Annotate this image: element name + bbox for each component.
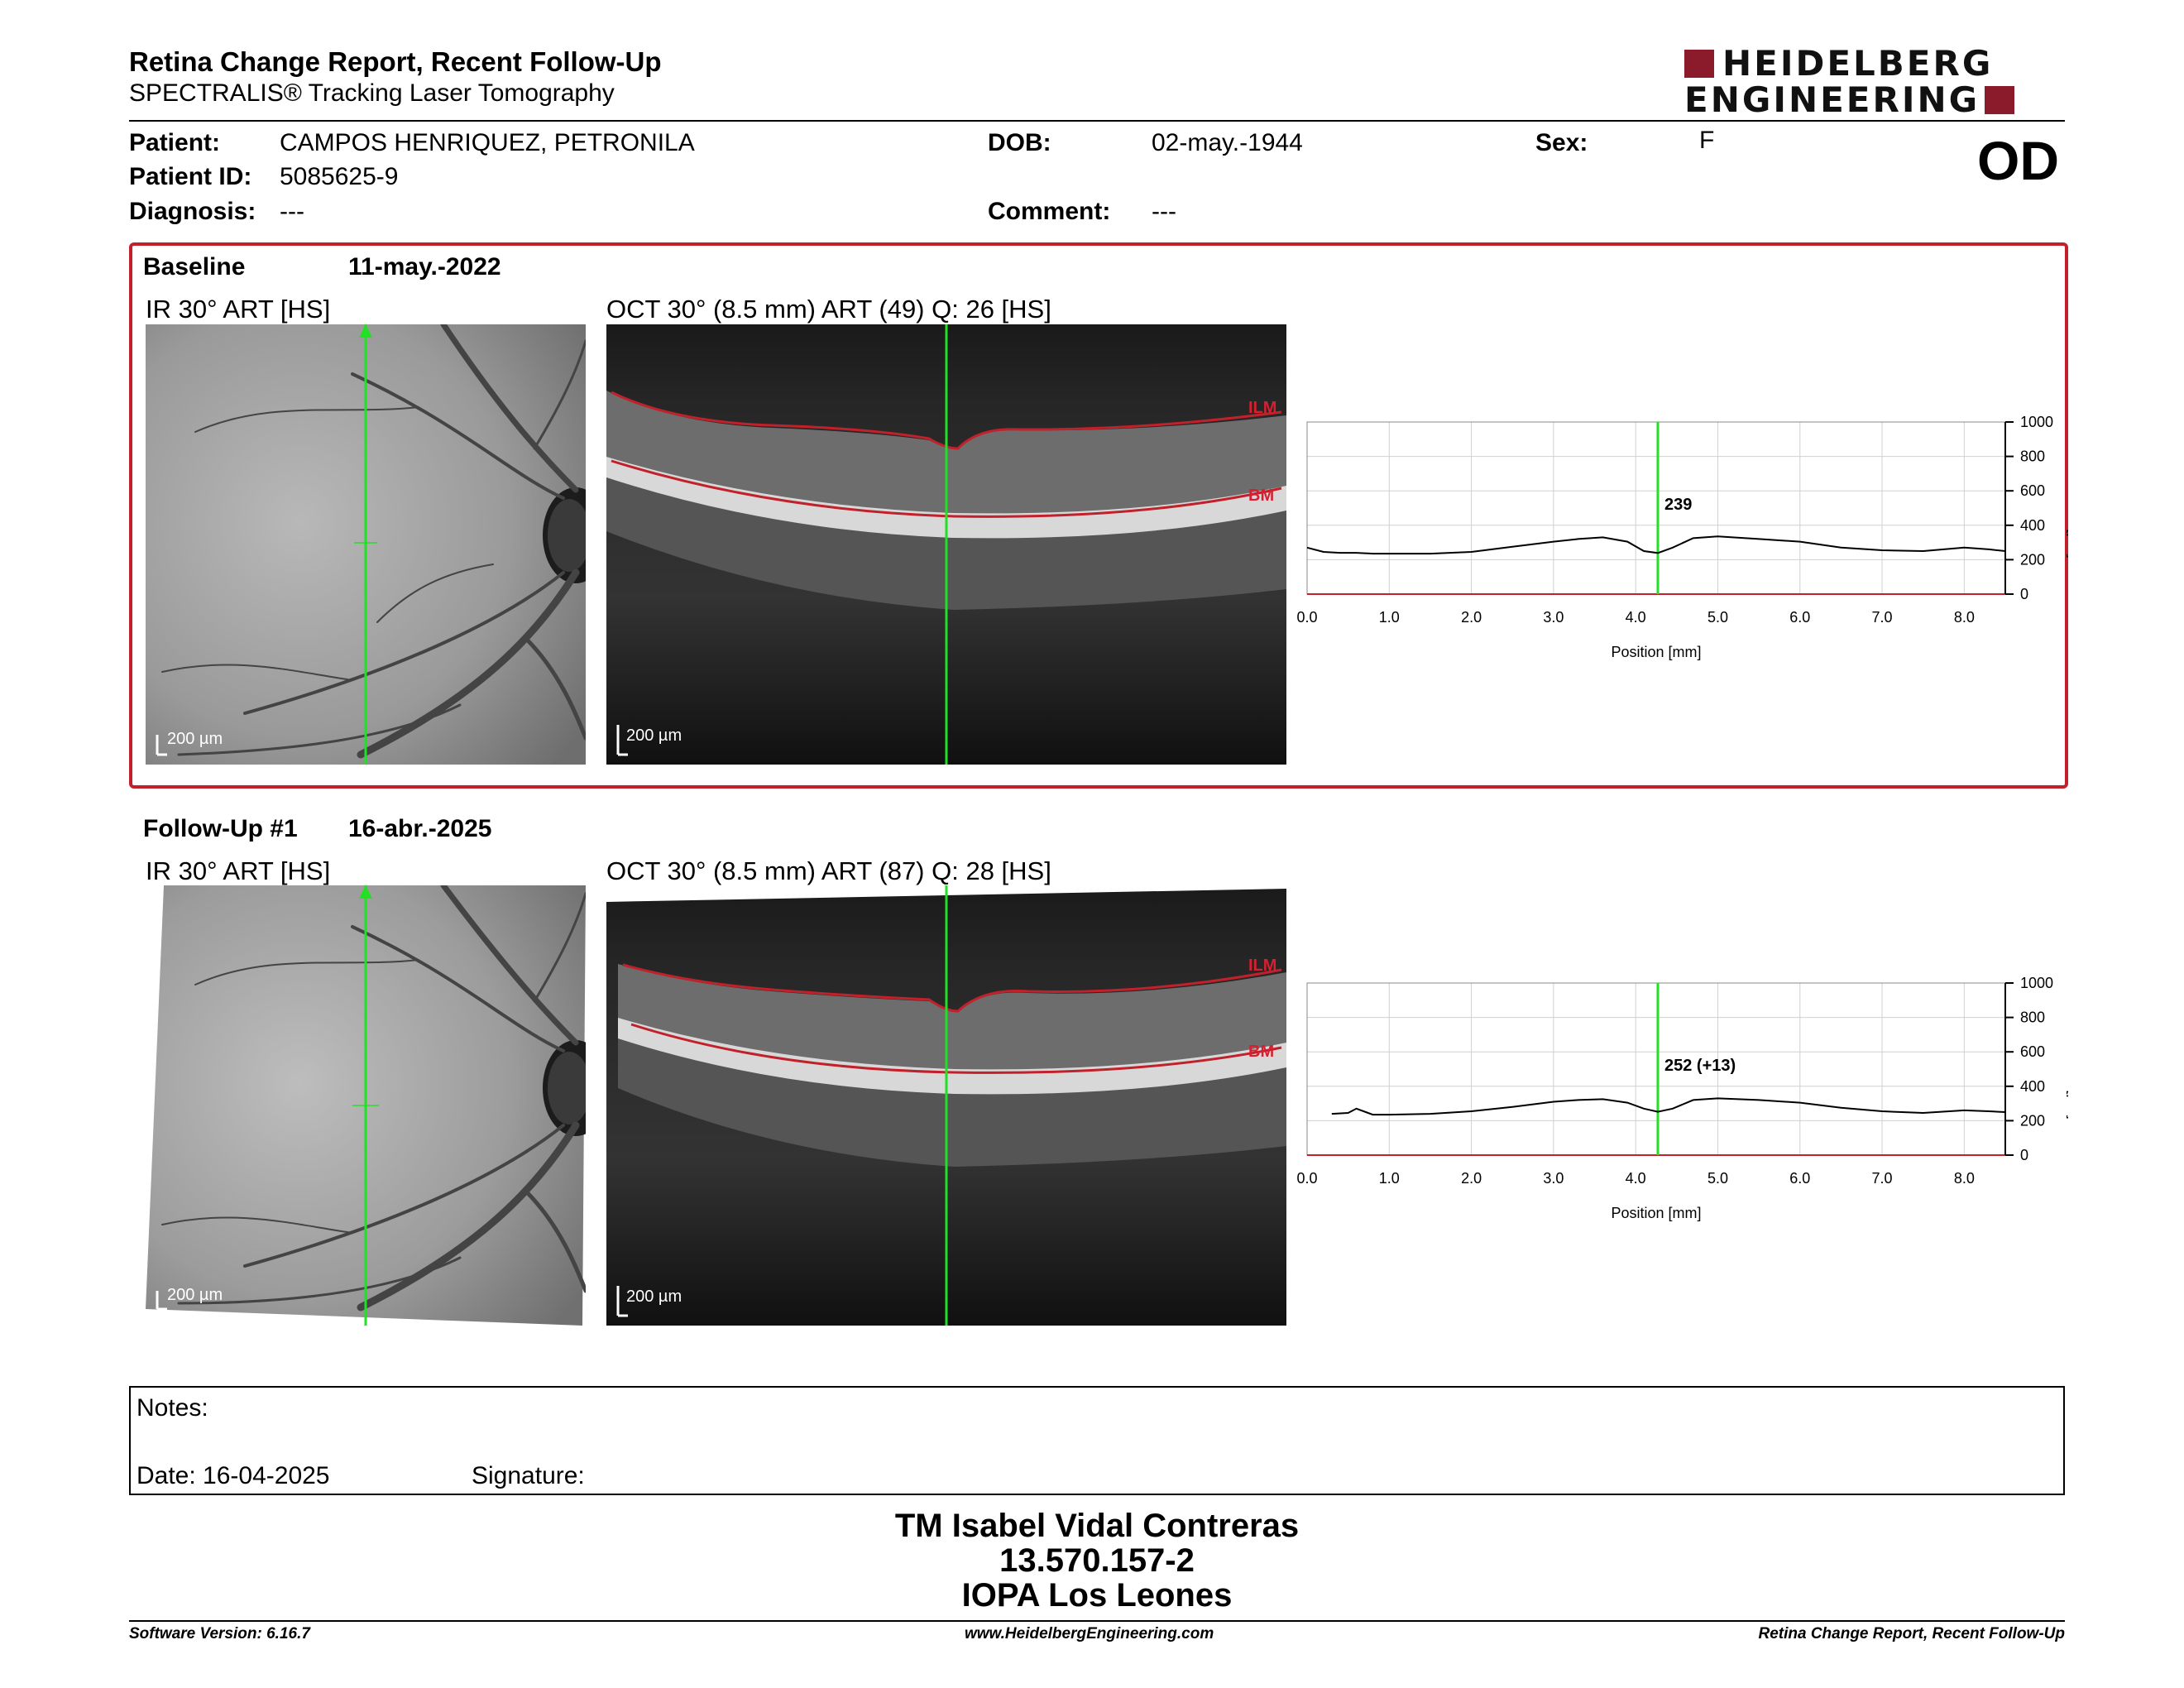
baseline-bm-label: BM — [1248, 487, 1275, 505]
plot-frame — [1306, 982, 2006, 1156]
comment-value: --- — [1152, 198, 1176, 225]
notes-date: Date: 16-04-2025 — [136, 1462, 330, 1489]
thickness-series-line — [1331, 1097, 2006, 1116]
x-tick-label: 0.0 — [1296, 1170, 1317, 1187]
patient-id: 5085625-9 — [280, 163, 399, 190]
y-tick-label: 600 — [2020, 1043, 2045, 1060]
baseline-ir-fundus-image: 200 µm — [146, 324, 586, 765]
sex-value: F — [1699, 127, 1715, 154]
followup-bm-label: BM — [1248, 1043, 1275, 1061]
notes-signature-label: Signature: — [472, 1462, 585, 1489]
signature-org: IOPA Los Leones — [961, 1577, 1233, 1614]
x-tick-label: 6.0 — [1789, 1170, 1810, 1187]
baseline-label: Baseline — [143, 253, 246, 281]
followup-oct-bscan-image: ILM BM 200 µm — [606, 885, 1286, 1326]
logo-red-block-icon — [1985, 86, 2015, 114]
followup-oct-scale: 200 µm — [626, 1288, 682, 1306]
x-tick-label: 4.0 — [1626, 609, 1646, 626]
baseline-ir-scale: 200 µm — [167, 730, 223, 748]
x-tick-label: 3.0 — [1543, 1170, 1564, 1187]
followup-date: 16-abr.-2025 — [348, 815, 492, 842]
followup-ir-fundus-image: 200 µm — [146, 885, 586, 1326]
logo-line-1: HEIDELBERG — [1722, 43, 1994, 84]
baseline-thickness-chart: 0.0 1.0 2.0 3.0 4.0 5.0 6.0 7.0 8.0 0 200 400 600 800… — [1291, 414, 2083, 687]
report-subtitle: SPECTRALIS® Tracking Laser Tomography — [129, 79, 615, 107]
x-tick-label: 2.0 — [1461, 609, 1482, 626]
footer-report-name: Retina Change Report, Recent Follow-Up — [1758, 1625, 2065, 1642]
x-tick-label: 5.0 — [1707, 609, 1728, 626]
x-axis-title: Position [mm] — [1611, 644, 1701, 660]
y-tick-label: 800 — [2020, 448, 2045, 465]
comment-label: Comment: — [988, 198, 1111, 225]
y-tick-label: 400 — [2020, 1078, 2045, 1095]
baseline-ilm-label: ILM — [1248, 399, 1277, 417]
x-tick-label: 4.0 — [1626, 1170, 1646, 1187]
x-tick-label: 8.0 — [1954, 609, 1975, 626]
dob-value: 02-may.-1944 — [1152, 129, 1303, 156]
patient-id-label: Patient ID: — [129, 163, 252, 190]
y-tick-label: 1000 — [2020, 975, 2053, 991]
baseline-thickness-chart-svg: 0.0 1.0 2.0 3.0 4.0 5.0 6.0 7.0 8.0 0 200 400 600 800… — [1296, 414, 2083, 660]
x-tick-label: 6.0 — [1789, 609, 1810, 626]
marker-value-label: 252 (+13) — [1664, 1057, 1736, 1075]
baseline-oct-scale: 200 µm — [626, 727, 682, 745]
x-tick-label: 1.0 — [1379, 609, 1400, 626]
followup-label: Follow-Up #1 — [143, 815, 298, 842]
logo-line-2: ENGINEERING — [1684, 79, 1980, 120]
sex-label: Sex: — [1535, 129, 1588, 156]
x-tick-label: 5.0 — [1707, 1170, 1728, 1187]
y-tick-label: 400 — [2020, 517, 2045, 534]
baseline-panel-frame — [129, 242, 2068, 789]
y-tick-label: 200 — [2020, 551, 2045, 568]
followup-ir-label: IR 30° ART [HS] — [146, 856, 331, 885]
header-divider — [129, 120, 2065, 122]
y-tick-label: 0 — [2020, 586, 2028, 602]
plot-frame — [1306, 421, 2006, 595]
marker-value-label: 239 — [1664, 496, 1692, 514]
dob-label: DOB: — [988, 129, 1051, 156]
followup-thickness-chart-svg: 0.0 1.0 2.0 3.0 4.0 5.0 6.0 7.0 8.0 0 200 400 600 800… — [1296, 975, 2083, 1221]
baseline-oct-bscan-image: ILM BM 200 µm — [606, 324, 1286, 765]
x-axis-title: Position [mm] — [1611, 1205, 1701, 1221]
y-tick-label: 600 — [2020, 482, 2045, 499]
x-tick-label: 7.0 — [1872, 609, 1893, 626]
y-tick-label: 800 — [2020, 1009, 2045, 1026]
followup-thickness-chart: 0.0 1.0 2.0 3.0 4.0 5.0 6.0 7.0 8.0 0 200 400 600 800… — [1291, 975, 2083, 1248]
x-tick-label: 0.0 — [1296, 609, 1317, 626]
followup-ilm-label: ILM — [1248, 957, 1277, 975]
report-title: Retina Change Report, Recent Follow-Up — [129, 46, 662, 77]
x-tick-label: 8.0 — [1954, 1170, 1975, 1187]
thickness-series-line — [1306, 535, 2006, 555]
patient-name: CAMPOS HENRIQUEZ, PETRONILA — [280, 129, 695, 156]
baseline-date: 11-may.-2022 — [348, 253, 501, 281]
footer-version: Software Version: 6.16.7 — [129, 1625, 310, 1642]
y-axis-title: Thickness [µm] — [2067, 1019, 2068, 1119]
signature-id: 13.570.157-2 — [999, 1542, 1195, 1579]
x-tick-label: 3.0 — [1543, 609, 1564, 626]
y-tick-label: 200 — [2020, 1112, 2045, 1129]
diagnosis-label: Diagnosis: — [129, 198, 256, 225]
baseline-oct-label: OCT 30° (8.5 mm) ART (49) Q: 26 [HS] — [606, 295, 1051, 324]
logo-red-block-icon — [1684, 50, 1714, 78]
diagnosis-value: --- — [280, 198, 304, 225]
eye-indicator: OD — [1977, 130, 2059, 191]
baseline-ir-label: IR 30° ART [HS] — [146, 295, 331, 324]
heidelberg-logo: HEIDELBERG ENGINEERING — [1684, 45, 2065, 119]
followup-ir-scale: 200 µm — [167, 1286, 223, 1304]
footer-divider — [129, 1620, 2065, 1622]
x-tick-label: 2.0 — [1461, 1170, 1482, 1187]
footer-url[interactable]: www.HeidelbergEngineering.com — [965, 1625, 1214, 1642]
y-axis-title: Thickness [µm] — [2067, 458, 2068, 558]
patient-label: Patient: — [129, 129, 221, 156]
x-tick-label: 7.0 — [1872, 1170, 1893, 1187]
y-tick-label: 0 — [2020, 1147, 2028, 1163]
notes-label: Notes: — [136, 1394, 208, 1422]
notes-box[interactable]: Notes: Date: 16-04-2025 Signature: — [129, 1386, 2065, 1495]
signature-name: TM Isabel Vidal Contreras — [894, 1508, 1300, 1544]
y-tick-label: 1000 — [2020, 414, 2053, 430]
x-tick-label: 1.0 — [1379, 1170, 1400, 1187]
followup-oct-label: OCT 30° (8.5 mm) ART (87) Q: 28 [HS] — [606, 856, 1051, 885]
